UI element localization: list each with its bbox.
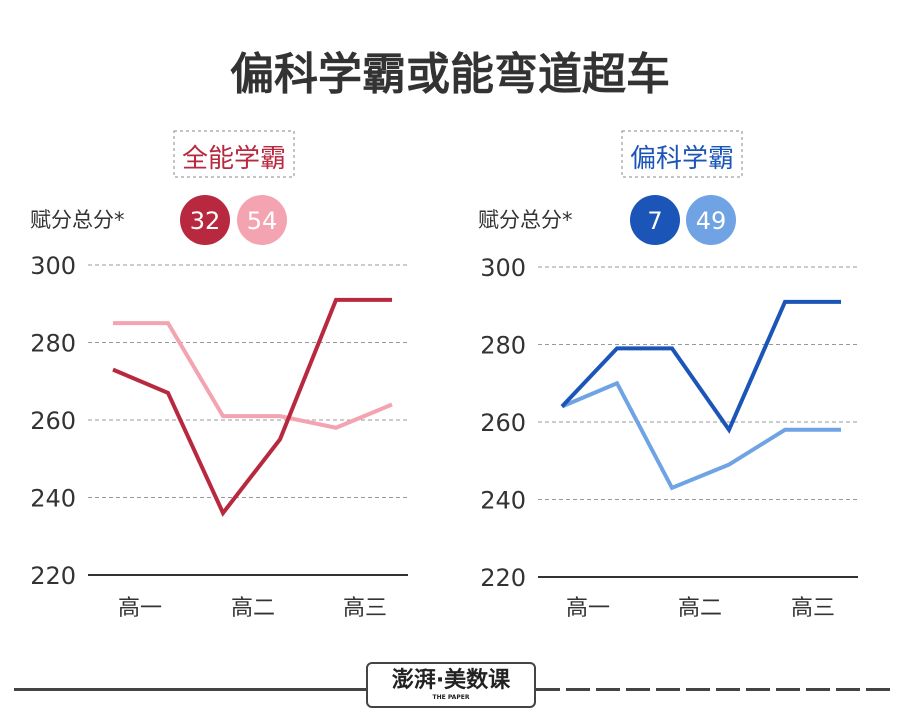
chart-title: 全能学霸 (182, 144, 286, 174)
y-tick-label: 260 (480, 409, 526, 437)
x-tick-label: 高二 (678, 596, 722, 621)
series-line-32 (112, 297, 392, 517)
footer-divider-left (14, 688, 366, 691)
x-tick-label: 高二 (231, 596, 275, 621)
chart-title-box (621, 130, 743, 178)
y-axis-label: 赋分总分* (30, 208, 125, 232)
y-tick-label: 280 (30, 330, 76, 358)
logo-text: 澎湃·美数课 (391, 668, 511, 693)
y-tick-label: 280 (480, 332, 526, 360)
y-tick-label: 240 (480, 487, 526, 515)
y-tick-label: 240 (30, 485, 76, 513)
x-tick-label: 高一 (566, 596, 610, 621)
y-tick-label: 300 (480, 254, 526, 282)
y-tick-label: 220 (480, 564, 526, 592)
legend-label: 49 (696, 207, 727, 235)
series-line-7 (560, 299, 841, 434)
legend-label: 7 (647, 207, 662, 235)
chart-title: 偏科学霸 (630, 144, 734, 174)
legend-badge (180, 195, 230, 245)
legend-label: 54 (247, 207, 278, 235)
y-axis-label: 赋分总分* (478, 208, 573, 232)
legend-badge (630, 195, 680, 245)
logo: 澎湃·美数课 THE PAPER (366, 662, 536, 708)
y-tick-label: 260 (30, 407, 76, 435)
x-tick-label: 高三 (343, 596, 387, 621)
series-line-54 (113, 321, 393, 430)
page-title: 偏科学霸或能弯道超车 (230, 49, 670, 100)
chart-title-box (173, 130, 295, 178)
legend-badge (237, 195, 287, 245)
logo-subtext: THE PAPER (432, 694, 470, 701)
y-tick-label: 220 (30, 562, 76, 590)
series-line-49 (561, 380, 841, 491)
x-tick-label: 高三 (791, 596, 835, 621)
x-tick-label: 高一 (118, 596, 162, 621)
legend-badge (686, 195, 736, 245)
y-tick-label: 300 (30, 252, 76, 280)
footer-divider-right (536, 688, 890, 691)
legend-label: 32 (190, 207, 221, 235)
